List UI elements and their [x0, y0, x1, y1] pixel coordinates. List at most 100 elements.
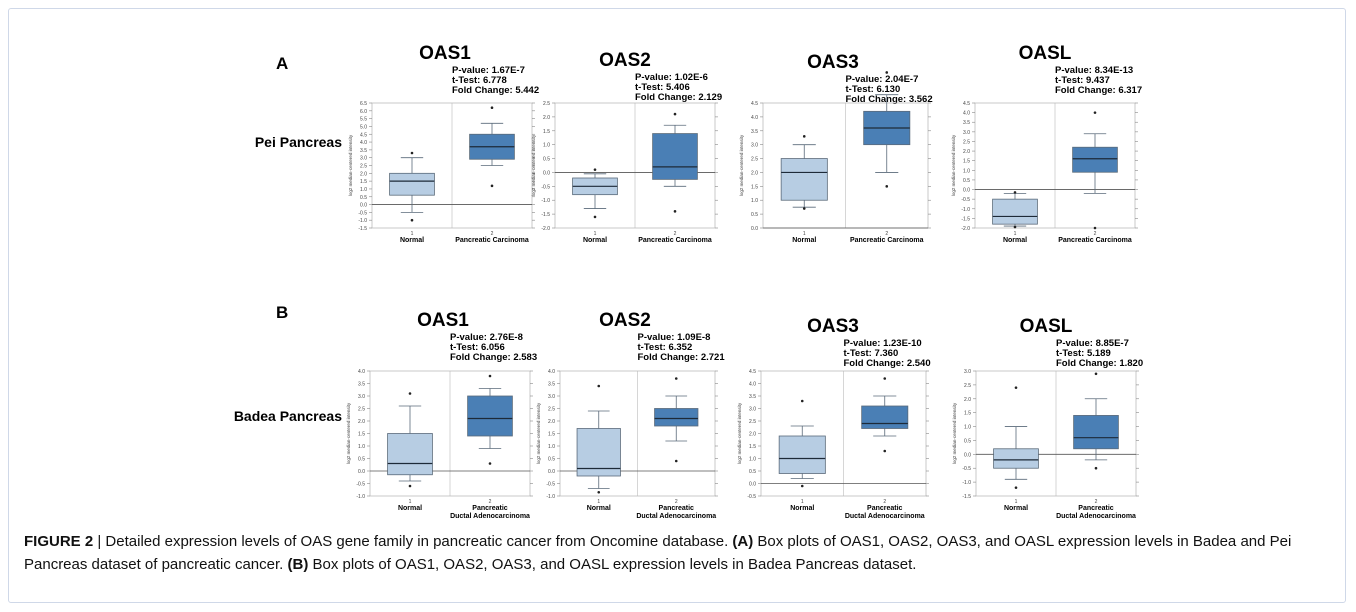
x-category-label: Ductal Adenocarcinoma — [1056, 513, 1136, 520]
y-tick-label: 3.0 — [360, 156, 367, 162]
y-tick-label: -0.5 — [356, 482, 365, 488]
y-tick-label: 2.5 — [963, 139, 970, 145]
y-tick-label: 2.0 — [751, 170, 758, 176]
panel-letter-b: B — [276, 303, 288, 322]
outlier-point — [802, 135, 806, 138]
box-cancer — [861, 377, 909, 453]
y-tick-label: 1.5 — [543, 129, 550, 135]
x-category-label: Normal — [790, 505, 814, 512]
y-axis-label: log2 median-centered intensity — [952, 402, 957, 464]
x-category-label: Pancreatic — [472, 505, 508, 512]
x-category-label: Normal — [400, 237, 424, 244]
dataset-label-pei: Pei Pancreas — [255, 134, 342, 150]
y-tick-label: 0.0 — [964, 452, 971, 458]
y-tick-label: -1.0 — [541, 198, 550, 204]
box-cancer — [1073, 372, 1119, 470]
y-tick-label: 1.0 — [358, 444, 365, 450]
stat-line: Fold Change: 2.721 — [638, 352, 726, 363]
y-tick-label: 2.0 — [360, 171, 367, 177]
caption-figure-label: FIGURE 2 — [24, 533, 94, 550]
y-tick-label: 0.5 — [751, 212, 758, 218]
figure-canvas: A B Pei Pancreas Badea Pancreas OAS1P-va… — [234, 43, 1143, 520]
y-tick-label: 0.5 — [749, 469, 756, 475]
y-tick-label: -0.5 — [747, 494, 756, 500]
y-axis-label: log2 median-centered intensity — [531, 134, 536, 196]
outlier-point — [410, 218, 414, 222]
box-cancer — [652, 112, 698, 213]
y-tick-label: 1.0 — [751, 198, 758, 204]
x-tick-number: 2 — [883, 499, 886, 505]
outlier-point — [597, 490, 601, 494]
y-tick-label: 2.0 — [964, 397, 971, 403]
outlier-point — [488, 462, 492, 465]
x-tick-number: 1 — [409, 499, 412, 505]
y-tick-label: 2.5 — [749, 419, 756, 425]
box-iqr — [778, 435, 826, 474]
y-tick-label: 3.5 — [751, 129, 758, 135]
box-iqr — [467, 395, 513, 437]
outlier-point — [800, 484, 804, 488]
y-tick-label: 2.0 — [358, 419, 365, 425]
y-axis-label: log2 median-centered intensity — [737, 402, 742, 464]
y-axis-label: log2 median-centered intensity — [536, 402, 541, 464]
y-tick-label: -1.0 — [358, 218, 367, 224]
box-cancer — [469, 106, 515, 188]
y-tick-label: 4.5 — [751, 101, 758, 107]
y-tick-label: 1.0 — [963, 168, 970, 174]
stat-line: Fold Change: 2.129 — [635, 92, 722, 103]
x-tick-number: 1 — [594, 231, 597, 237]
dataset-label-badea: Badea Pancreas — [234, 408, 342, 424]
outlier-point — [488, 374, 492, 378]
x-tick-number: 2 — [885, 231, 888, 237]
y-tick-label: 5.5 — [360, 117, 367, 123]
outlier-point — [1093, 226, 1097, 230]
y-tick-label: -1.5 — [961, 216, 970, 222]
x-tick-number: 2 — [491, 231, 494, 237]
y-tick-label: 1.5 — [964, 411, 971, 417]
outlier-point — [593, 215, 597, 219]
y-tick-label: 2.5 — [964, 383, 971, 389]
outlier-point — [490, 106, 494, 109]
x-tick-number: 1 — [1015, 499, 1018, 505]
y-tick-label: -0.5 — [961, 197, 970, 203]
y-tick-label: 3.0 — [751, 143, 758, 149]
y-axis-label: log2 median-centered intensity — [348, 134, 353, 196]
x-category-label: Ductal Adenocarcinoma — [636, 513, 716, 520]
box-cancer — [863, 71, 911, 188]
y-tick-label: -1.0 — [356, 494, 365, 500]
y-tick-label: -2.0 — [961, 226, 970, 232]
y-tick-label: 4.5 — [360, 132, 367, 138]
outlier-point — [885, 185, 889, 188]
outlier-point — [673, 210, 677, 213]
stat-line: t-Test: 6.130 — [846, 84, 901, 95]
x-tick-number: 2 — [1094, 231, 1097, 237]
x-category-label: Normal — [583, 237, 607, 244]
outlier-point — [1014, 486, 1018, 489]
y-axis-label: log2 median-centered intensity — [739, 134, 744, 196]
stat-line: t-Test: 7.360 — [844, 348, 899, 359]
caption-text-3: Box plots of OAS1, OAS2, OAS3, and OASL … — [308, 556, 917, 573]
stat-line: P-value: 2.04E-7 — [846, 74, 919, 85]
box-normal — [778, 399, 826, 488]
x-category-label: Normal — [587, 505, 611, 512]
chart-title: OAS1 — [419, 43, 471, 64]
y-tick-label: 2.0 — [543, 115, 550, 121]
y-tick-label: 4.0 — [360, 140, 367, 146]
y-tick-label: 4.0 — [548, 369, 555, 375]
y-tick-label: 3.0 — [358, 394, 365, 400]
stat-line: P-value: 8.34E-13 — [1055, 65, 1133, 76]
outlier-point — [674, 459, 678, 463]
stat-line: Fold Change: 2.540 — [844, 358, 931, 369]
stat-line: t-Test: 5.189 — [1056, 348, 1111, 359]
box-normal — [992, 191, 1038, 229]
box-normal — [780, 135, 828, 210]
box-iqr — [652, 133, 698, 180]
outlier-point — [1013, 225, 1017, 229]
x-tick-number: 2 — [675, 499, 678, 505]
